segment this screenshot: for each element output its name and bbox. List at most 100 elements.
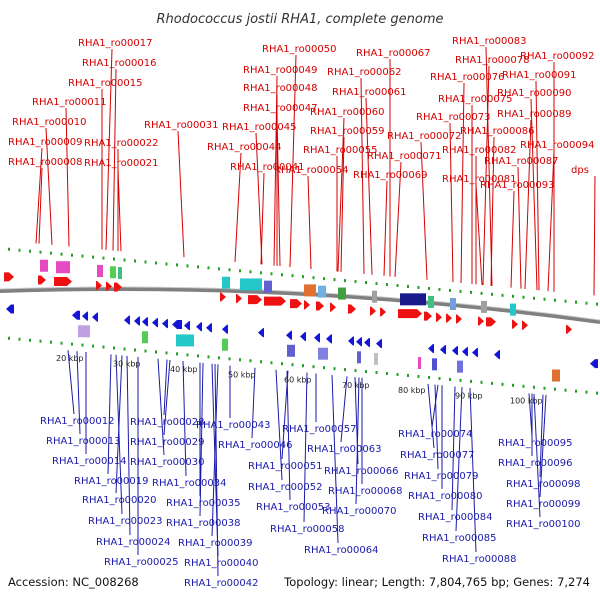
top-leader-line — [475, 184, 483, 286]
feature-box — [97, 265, 103, 278]
track-tick — [438, 287, 441, 291]
bottom-label: RHA1_ro00043 — [196, 420, 271, 431]
track-tick — [522, 384, 525, 388]
top-label: dps — [571, 165, 589, 176]
gene-arrow — [206, 323, 212, 333]
gene-arrow — [316, 301, 324, 311]
track-tick — [134, 348, 136, 352]
bottom-labels: RHA1_ro00012RHA1_ro00013RHA1_ro00014RHA1… — [40, 416, 581, 589]
top-label: RHA1_ro00093 — [480, 180, 555, 191]
gene-arrow — [286, 330, 292, 340]
track-tick — [8, 336, 10, 340]
track-tick — [585, 390, 588, 394]
track-tick — [375, 282, 378, 286]
track-tick — [564, 388, 567, 392]
track-tick — [186, 264, 189, 268]
scale-label: 90 kbp — [455, 391, 483, 400]
feature-box — [110, 266, 116, 279]
top-leader-line — [510, 190, 515, 288]
top-leader-line — [360, 77, 365, 274]
top-label: RHA1_ro00047 — [243, 103, 318, 114]
gene-arrow — [436, 312, 442, 322]
top-label: RHA1_ro00082 — [442, 145, 517, 156]
track-tick — [291, 363, 294, 367]
scale-label: 70 kbp — [342, 381, 370, 390]
track-tick — [491, 292, 493, 296]
gene-arrow — [258, 328, 264, 338]
top-leader-line — [177, 130, 185, 258]
bottom-label: RHA1_ro00035 — [166, 498, 241, 509]
bottom-label: RHA1_ro00046 — [218, 440, 293, 451]
bottom-label: RHA1_ro00012 — [40, 416, 115, 427]
top-leader-line — [289, 54, 297, 268]
bottom-label: RHA1_ro00064 — [304, 545, 379, 556]
bottom-label: RHA1_ro00028 — [130, 417, 205, 428]
gene-arrow — [106, 281, 112, 291]
bottom-label: RHA1_ro00077 — [400, 450, 475, 461]
top-label: RHA1_ro00022 — [84, 138, 159, 149]
top-label: RHA1_ro00075 — [438, 94, 513, 105]
gene-arrow — [220, 292, 226, 302]
top-label: RHA1_ro00021 — [84, 158, 159, 169]
track-tick — [228, 268, 231, 272]
gene-arrow — [440, 345, 446, 355]
feature-box — [457, 360, 463, 373]
bottom-label: RHA1_ro00020 — [82, 495, 157, 506]
track-tick — [428, 286, 430, 290]
top-leader-line — [524, 119, 532, 290]
bottom-leader-line — [115, 354, 123, 515]
feature-box — [176, 334, 194, 347]
gene-arrow — [348, 304, 356, 314]
top-leader-line — [490, 136, 495, 286]
gene-arrow — [314, 333, 320, 343]
top-leader-line — [340, 136, 345, 272]
track-tick — [144, 349, 147, 353]
track-tick — [176, 263, 178, 267]
bottom-label: RHA1_ro00040 — [184, 558, 259, 569]
track-tick — [18, 248, 21, 252]
gene-arrow — [494, 350, 500, 360]
top-label: RHA1_ro00061 — [332, 87, 407, 98]
top-leader-line — [45, 127, 53, 245]
track-tick — [512, 294, 514, 298]
bottom-label: RHA1_ro00034 — [152, 478, 227, 489]
bottom-leader-line — [107, 354, 112, 475]
track-tick — [417, 285, 420, 289]
top-label: RHA1_ro00086 — [460, 126, 535, 137]
bottom-label: RHA1_ro00053 — [256, 502, 331, 513]
bottom-label: RHA1_ro00063 — [307, 444, 382, 455]
track-tick — [239, 358, 241, 362]
track-tick — [323, 277, 325, 281]
feature-boxes — [40, 259, 560, 382]
gene-arrow — [248, 295, 262, 305]
gene-arrow — [356, 337, 362, 347]
track-tick — [365, 281, 367, 285]
track-tick — [386, 372, 388, 376]
track-tick — [417, 374, 420, 378]
gene-arrow — [428, 343, 434, 353]
gene-arrow — [152, 318, 158, 328]
gene-arrow — [424, 311, 432, 321]
bottom-label: RHA1_ro00057 — [282, 424, 357, 435]
track-tick — [281, 362, 283, 366]
gene-arrow — [380, 307, 386, 317]
track-tick — [302, 275, 304, 279]
track-tick — [123, 347, 126, 351]
track-tick — [543, 386, 546, 390]
track-tick — [312, 365, 315, 369]
gene-arrow — [590, 359, 598, 369]
track-tick — [596, 302, 598, 306]
bottom-label: RHA1_ro00051 — [248, 461, 323, 472]
track-tick — [249, 359, 252, 363]
top-label: RHA1_ro00010 — [12, 117, 87, 128]
track-tick — [428, 375, 430, 379]
bottom-label: RHA1_ro00030 — [130, 457, 205, 468]
top-leader-line — [517, 166, 522, 289]
track-tick — [512, 383, 514, 387]
bottom-leader-line — [469, 387, 477, 553]
gene-arrow — [478, 316, 484, 326]
top-leader-line — [255, 132, 263, 265]
track-tick — [386, 283, 388, 287]
top-leader-line — [383, 180, 388, 276]
